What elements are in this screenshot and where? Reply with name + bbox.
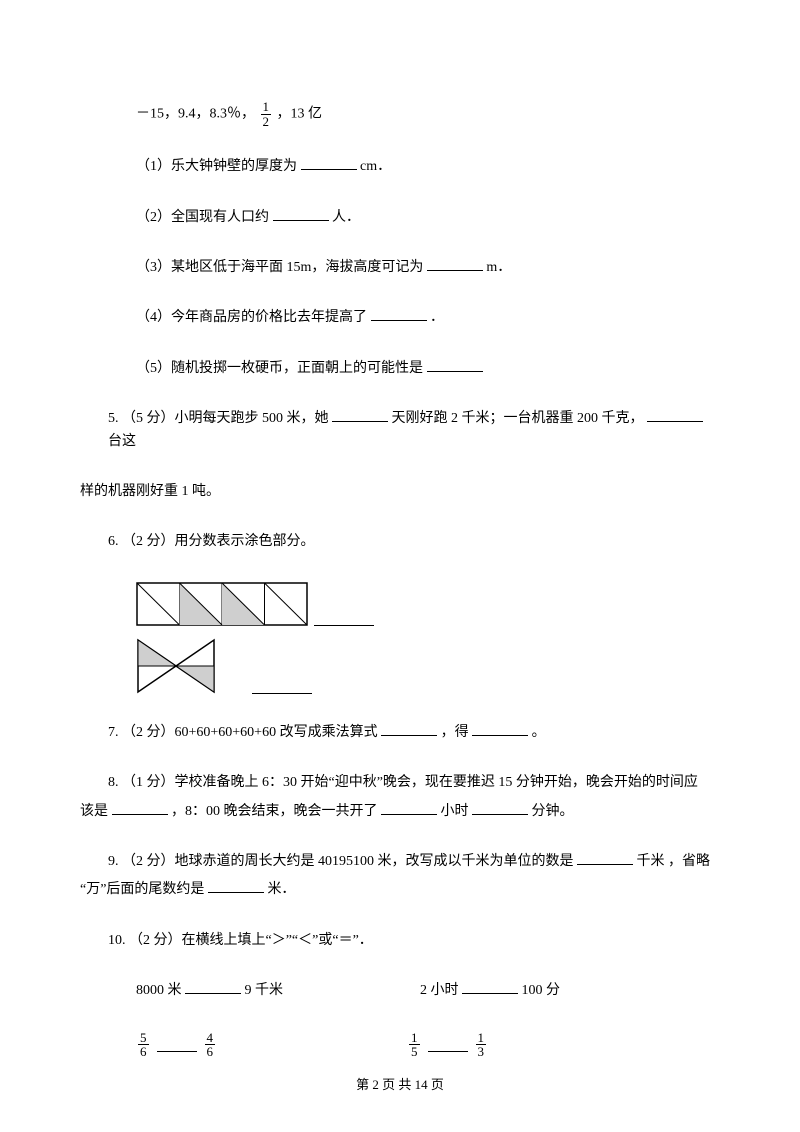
question-10: 10. （2 分）在横线上填上“＞”“＜”或“＝”． (80, 930, 720, 952)
q7-a: 7. （2 分）60+60+60+60+60 改写成乘法算式 (108, 725, 378, 740)
blank (112, 801, 168, 815)
intro-prefix: －15，9.4，8.3％， (136, 106, 255, 121)
blank (301, 156, 357, 170)
sub2-a: （2）全国现有人口约 (136, 210, 269, 225)
blank (427, 257, 483, 271)
sub4-a: （4）今年商品房的价格比去年提高了 (136, 310, 367, 325)
q10-r1b: 9 千米 (245, 983, 284, 998)
question-8-line1: 8. （1 分）学校准备晚上 6：30 开始“迎中秋”晚会，现在要推迟 15 分… (80, 772, 720, 794)
sub3-b: m． (486, 260, 511, 275)
frac-den: 6 (138, 1045, 149, 1059)
question-5-line2: 样的机器刚好重 1 吨。 (80, 481, 720, 503)
rectangles-svg (136, 582, 308, 626)
blank (381, 801, 437, 815)
q10-r1a: 8000 米 (136, 983, 182, 998)
intro-frac-den: 2 (261, 115, 272, 129)
question-7: 7. （2 分）60+60+60+60+60 改写成乘法算式 ，得 。 (80, 722, 720, 744)
q8-e: 分钟。 (532, 804, 574, 819)
sub3-a: （3）某地区低于海平面 15m，海拔高度可记为 (136, 260, 423, 275)
q7-b: ，得 (441, 725, 469, 740)
sub-4: （4）今年商品房的价格比去年提高了 ． (80, 307, 720, 329)
blank (371, 307, 427, 321)
frac-num: 4 (205, 1031, 216, 1046)
sub2-b: 人． (332, 210, 360, 225)
sub5-a: （5）随机投掷一枚硬币，正面朝上的可能性是 (136, 361, 423, 376)
footer-c: 页 共 (379, 1077, 415, 1092)
question-5-line1: 5. （5 分）小明每天跑步 500 米，她 天刚好跑 2 千米；一台机器重 2… (80, 408, 720, 453)
q5-c: 台这 (108, 434, 136, 449)
blank (577, 851, 633, 865)
frac-num: 5 (138, 1031, 149, 1046)
q10-a: 10. （2 分）在横线上填上“＞”“＜”或“＝”． (108, 933, 373, 948)
footer-a: 第 (356, 1077, 372, 1092)
q10-r1d: 100 分 (522, 983, 561, 998)
blank (332, 408, 388, 422)
figure1-blank (314, 616, 374, 626)
fraction-4-6: 4 6 (205, 1031, 216, 1059)
q8-a: 8. （1 分）学校准备晚上 6：30 开始“迎中秋”晚会，现在要推迟 15 分… (108, 775, 698, 790)
question-6: 6. （2 分）用分数表示涂色部分。 (80, 531, 720, 553)
q8-d: 小时 (441, 804, 469, 819)
sub-3: （3）某地区低于海平面 15m，海拔高度可记为 m． (80, 257, 720, 279)
blank (428, 1038, 468, 1052)
intro-suffix: ，13 亿 (277, 106, 323, 121)
blank (381, 722, 437, 736)
q8-c: ，8：00 晚会结束，晚会一共开了 (171, 804, 378, 819)
intro-values: －15，9.4，8.3％， 1 2 ，13 亿 (80, 100, 720, 128)
q5-b: 天刚好跑 2 千米；一台机器重 200 千克， (392, 411, 644, 426)
blank (472, 801, 528, 815)
frac-den: 5 (409, 1045, 420, 1059)
fraction-5-6: 5 6 (138, 1031, 149, 1059)
sub1-b: cm． (360, 159, 391, 174)
footer-e: 页 (428, 1077, 444, 1092)
sub-2: （2）全国现有人口约 人． (80, 207, 720, 229)
sub-5: （5）随机投掷一枚硬币，正面朝上的可能性是 (80, 358, 720, 380)
q10-row2: 5 6 4 6 1 5 1 3 (80, 1031, 720, 1059)
q9-d: 米． (267, 882, 295, 897)
sub4-b: ． (430, 310, 444, 325)
fraction-1-5: 1 5 (409, 1031, 420, 1059)
blank (462, 980, 518, 994)
blank (427, 358, 483, 372)
q5-d: 样的机器刚好重 1 吨。 (80, 484, 220, 499)
blank (185, 980, 241, 994)
frac-den: 3 (476, 1045, 487, 1059)
triangles-svg (136, 638, 246, 694)
blank (208, 879, 264, 893)
q10-row1: 8000 米 9 千米 2 小时 100 分 (80, 980, 720, 1002)
blank (273, 207, 329, 221)
fraction-1-3: 1 3 (476, 1031, 487, 1059)
q9-a: 9. （2 分）地球赤道的周长大约是 40195100 米，改写成以千米为单位的… (108, 854, 574, 869)
question-8-line2: 该是 ，8：00 晚会结束，晚会一共开了 小时 分钟。 (80, 801, 720, 823)
blank (157, 1038, 197, 1052)
sub1-a: （1）乐大钟钟壁的厚度为 (136, 159, 297, 174)
frac-num: 1 (476, 1031, 487, 1046)
page-footer: 第 2 页 共 14 页 (0, 1075, 800, 1096)
q7-c: 。 (532, 725, 546, 740)
q10-r1c: 2 小时 (420, 983, 459, 998)
figure-triangles (80, 638, 720, 694)
q8-b: 该是 (80, 804, 108, 819)
blank (647, 408, 703, 422)
intro-frac-num: 1 (261, 100, 272, 115)
figure2-blank (252, 684, 312, 694)
figure-rectangles (80, 582, 720, 626)
q6-a: 6. （2 分）用分数表示涂色部分。 (108, 534, 315, 549)
question-9-line2: “万”后面的尾数约是 米． (80, 879, 720, 901)
sub-1: （1）乐大钟钟壁的厚度为 cm． (80, 156, 720, 178)
q5-a: 5. （5 分）小明每天跑步 500 米，她 (108, 411, 329, 426)
intro-fraction: 1 2 (261, 100, 272, 128)
blank (472, 722, 528, 736)
question-9-line1: 9. （2 分）地球赤道的周长大约是 40195100 米，改写成以千米为单位的… (80, 851, 720, 873)
footer-d: 14 (415, 1077, 428, 1092)
frac-den: 6 (205, 1045, 216, 1059)
q9-c: “万”后面的尾数约是 (80, 882, 204, 897)
q9-b: 千米 ，省略 (637, 854, 711, 869)
frac-num: 1 (409, 1031, 420, 1046)
